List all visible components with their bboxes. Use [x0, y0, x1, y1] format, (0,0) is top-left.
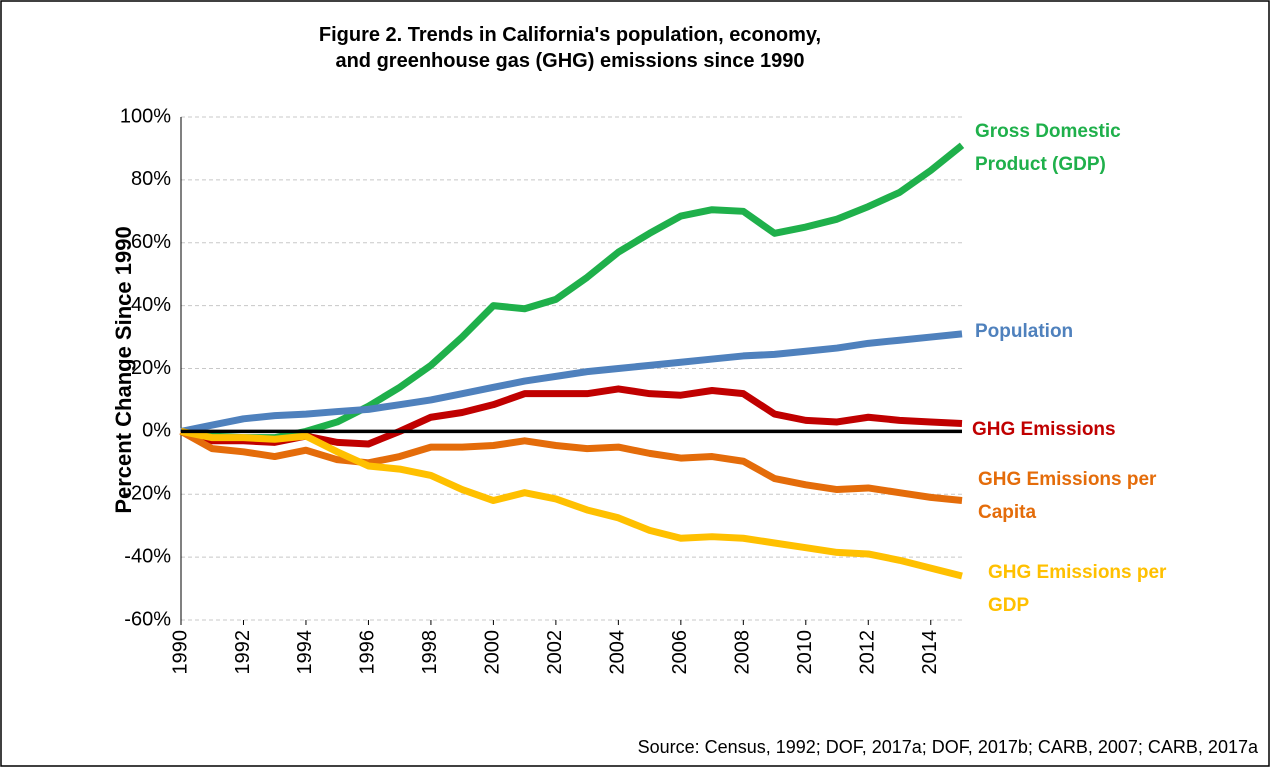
x-tick-label: 1998 [419, 630, 441, 675]
chart-title: Figure 2. Trends in California's populat… [318, 24, 822, 72]
series-label: Gross Domestic Product (GDP) [975, 121, 1121, 175]
x-tick-label: 1990 [169, 630, 191, 675]
x-tick-label: 2002 [544, 630, 566, 675]
x-tick-label: 2014 [919, 630, 941, 675]
series-line [180, 427, 963, 580]
x-tick-label: 2004 [607, 630, 629, 675]
x-tick-label: 2010 [794, 630, 816, 675]
x-tick-label: 1992 [232, 630, 254, 675]
x-tick-label: 2000 [482, 630, 504, 675]
source-note: Source: Census, 1992; DOF, 2017a; DOF, 2… [637, 737, 1258, 757]
series-line [179, 428, 963, 505]
y-tick-label: -40% [124, 545, 171, 567]
y-tick-label: 40% [131, 294, 171, 316]
y-tick-label: 80% [131, 168, 171, 190]
series-label: Population [975, 321, 1074, 342]
y-tick-label: 100% [120, 105, 171, 127]
series-line [180, 330, 963, 435]
series-label: GHG Emissions per Capita [978, 469, 1157, 523]
x-tick-label: 2008 [732, 630, 754, 675]
x-tick-label: 1996 [357, 630, 379, 675]
y-tick-label: 0% [142, 420, 171, 442]
series-label: GHG Emissions per GDP [988, 562, 1167, 616]
x-tick-label: 2012 [857, 630, 879, 675]
y-tick-label: 60% [131, 231, 171, 253]
y-tick-label: 20% [131, 357, 171, 379]
y-tick-label: -60% [124, 608, 171, 630]
y-axis-label: Percent Change Since 1990 [111, 226, 136, 513]
x-tick-label: 2006 [669, 630, 691, 675]
series-label: GHG Emissions [972, 419, 1116, 440]
x-tick-label: 1994 [294, 630, 316, 675]
y-tick-label: -20% [124, 483, 171, 505]
